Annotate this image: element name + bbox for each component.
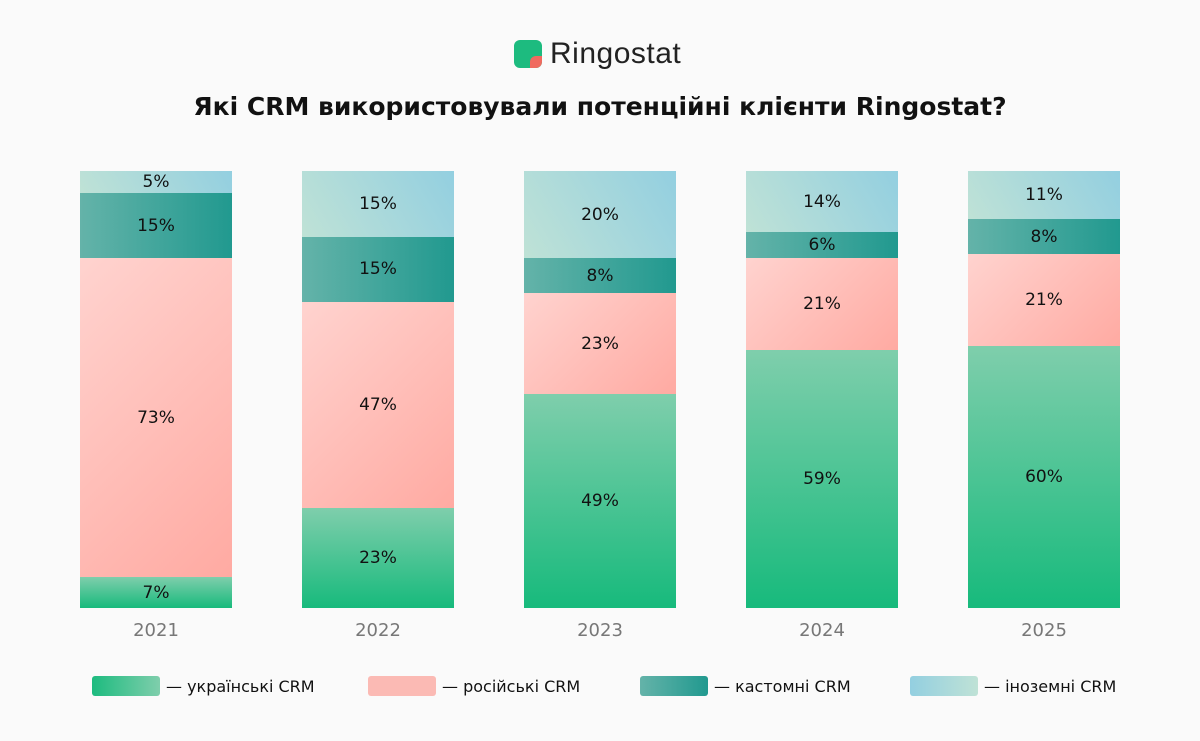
data-label: 21% xyxy=(803,294,841,315)
data-label: 5% xyxy=(142,171,170,192)
data-label: 15% xyxy=(359,193,397,214)
bar-segment: 8% xyxy=(968,219,1120,255)
data-label: 6% xyxy=(808,235,836,256)
legend-swatch xyxy=(92,676,160,696)
data-label: 7% xyxy=(142,582,170,603)
bar-segment: 14% xyxy=(746,171,898,233)
bar-segment: 15% xyxy=(80,192,232,259)
x-tick-label: 2024 xyxy=(799,620,845,641)
legend-swatch xyxy=(368,676,436,696)
chart-title: Які CRM використовували потенційні клієн… xyxy=(193,92,1007,121)
legend-item: — російські CRM xyxy=(368,676,580,696)
ringostat-logo-icon xyxy=(514,40,542,68)
data-label: 15% xyxy=(137,215,175,236)
bar-segment: 73% xyxy=(80,258,232,578)
bar-segment: 11% xyxy=(968,171,1120,220)
legend-label: — кастомні CRM xyxy=(714,676,851,696)
bar-segment: 49% xyxy=(524,393,676,608)
data-label: 8% xyxy=(586,265,614,286)
bar-segment: 8% xyxy=(524,258,676,294)
bar-segment: 5% xyxy=(80,171,232,193)
bar-2021: 7% 73% 15% 5% xyxy=(80,171,232,608)
bar-2023: 49% 23% 8% 20% xyxy=(524,171,676,608)
bar-segment: 47% xyxy=(302,302,454,508)
legend-swatch xyxy=(640,676,708,696)
bar-segment: 15% xyxy=(302,171,454,237)
legend-label: — українські CRM xyxy=(166,676,315,696)
x-tick-label: 2022 xyxy=(355,620,401,641)
x-tick-label: 2021 xyxy=(133,620,179,641)
legend-item: — іноземні CRM xyxy=(910,676,1116,696)
bar-segment: 23% xyxy=(302,507,454,608)
legend-item: — кастомні CRM xyxy=(640,676,851,696)
x-tick-label: 2023 xyxy=(577,620,623,641)
logo-text: Ringostat xyxy=(550,37,682,70)
x-tick-label: 2025 xyxy=(1021,620,1067,641)
bar-segment: 6% xyxy=(746,232,898,259)
data-label: 23% xyxy=(359,547,397,568)
bar-2024: 59% 21% 6% 14% xyxy=(746,171,898,608)
legend-label: — іноземні CRM xyxy=(984,676,1117,696)
bar-segment: 7% xyxy=(80,577,232,608)
bar-segment: 23% xyxy=(524,293,676,394)
data-label: 8% xyxy=(1030,226,1058,247)
legend-item: — українські CRM xyxy=(92,676,315,696)
data-label: 59% xyxy=(803,469,841,490)
data-label: 47% xyxy=(359,394,397,415)
ringostat-logo: Ringostat xyxy=(514,37,681,71)
data-label: 11% xyxy=(1025,185,1063,206)
bar-segment: 60% xyxy=(968,345,1120,608)
bar-2022: 23% 47% 15% 15% xyxy=(302,171,454,608)
data-label: 60% xyxy=(1025,466,1063,487)
bar-segment: 20% xyxy=(524,171,676,259)
bar-segment: 15% xyxy=(302,236,454,303)
data-label: 14% xyxy=(803,191,841,212)
legend-swatch xyxy=(910,676,978,696)
legend-label: — російські CRM xyxy=(442,676,581,696)
data-label: 15% xyxy=(359,259,397,280)
data-label: 49% xyxy=(581,490,619,511)
data-label: 20% xyxy=(581,204,619,225)
bar-2025: 60% 21% 8% 11% xyxy=(968,171,1120,608)
data-label: 23% xyxy=(581,333,619,354)
bar-segment: 21% xyxy=(968,254,1120,346)
data-label: 21% xyxy=(1025,289,1063,310)
bar-segment: 59% xyxy=(746,350,898,608)
data-label: 73% xyxy=(137,407,175,428)
bar-segment: 21% xyxy=(746,258,898,351)
